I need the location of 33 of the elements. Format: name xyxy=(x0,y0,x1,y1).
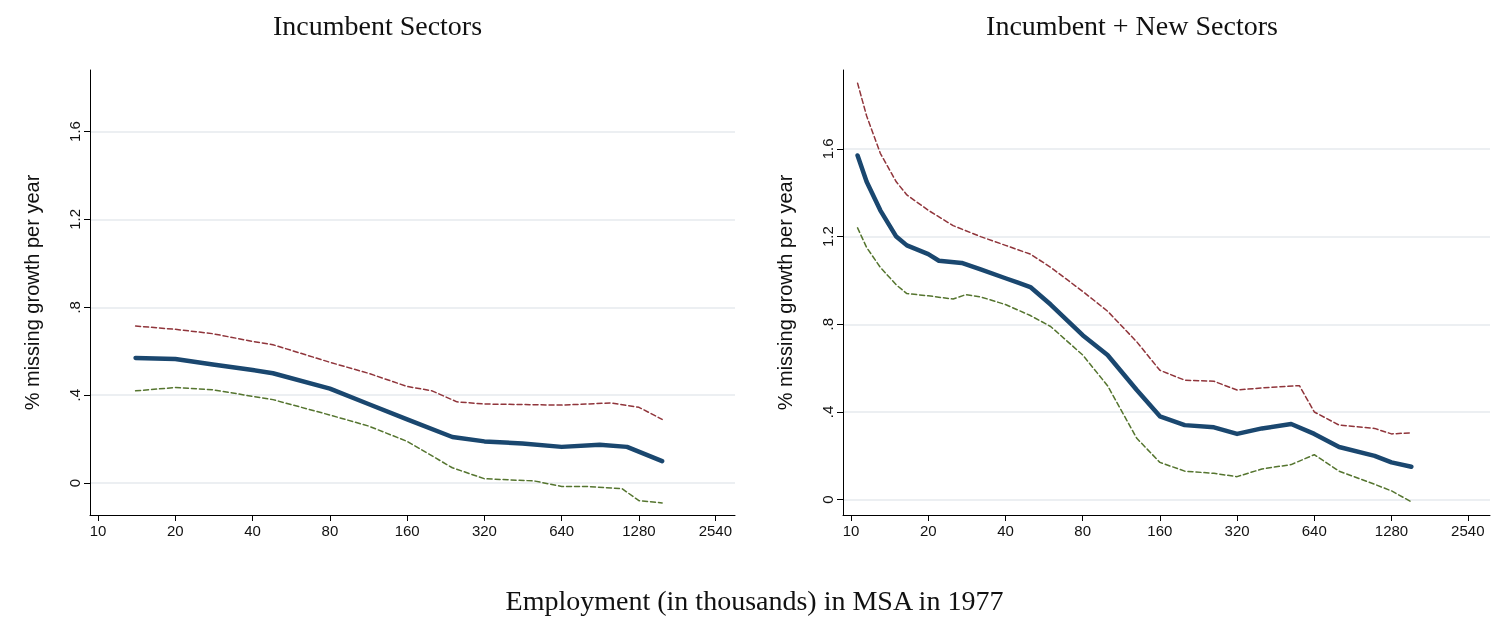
x-tick-label: 80 xyxy=(321,522,339,539)
y-tick-label: 0 xyxy=(66,478,83,488)
x-tick-label: 640 xyxy=(549,522,575,539)
x-tick-label: 10 xyxy=(842,522,860,539)
x-tick-label: 80 xyxy=(1074,522,1092,539)
y-tick-label: 1.6 xyxy=(819,138,836,160)
x-tick-label: 40 xyxy=(997,522,1014,539)
x-tick-label: 40 xyxy=(244,522,261,539)
x-tick-label: 1280 xyxy=(622,522,656,539)
y-tick-label: 1.2 xyxy=(819,226,836,248)
x-tick-label: 2540 xyxy=(698,522,733,539)
y-tick-label: .4 xyxy=(819,405,836,419)
chart-title: Incumbent Sectors xyxy=(272,9,483,41)
y-tick-label: .8 xyxy=(66,301,83,314)
y-tick-label: 1.6 xyxy=(66,121,83,142)
x-tick-label: 1280 xyxy=(1374,522,1409,539)
x-tick-label: 160 xyxy=(1147,522,1173,539)
x-tick-label: 20 xyxy=(167,522,184,539)
x-tick-label: 320 xyxy=(1224,522,1250,539)
chart-title: Incumbent + New Sectors xyxy=(986,9,1278,41)
y-tick-label: .4 xyxy=(66,388,83,402)
y-axis-title: % missing growth per year xyxy=(21,174,43,411)
x-tick-label: 10 xyxy=(89,522,107,539)
y-tick-label: 0 xyxy=(819,495,836,504)
x-axis-title: Employment (in thousands) in MSA in 1977 xyxy=(504,585,1005,617)
x-tick-label: 320 xyxy=(471,522,497,539)
x-tick-label: 640 xyxy=(1301,522,1327,539)
y-tick-label: 1.2 xyxy=(66,209,83,230)
y-axis-title: % missing growth per year xyxy=(774,174,796,411)
x-tick-label: 160 xyxy=(394,522,420,539)
x-tick-label: 2540 xyxy=(1451,522,1485,539)
y-tick-label: .8 xyxy=(819,318,836,331)
x-tick-label: 20 xyxy=(919,522,937,539)
